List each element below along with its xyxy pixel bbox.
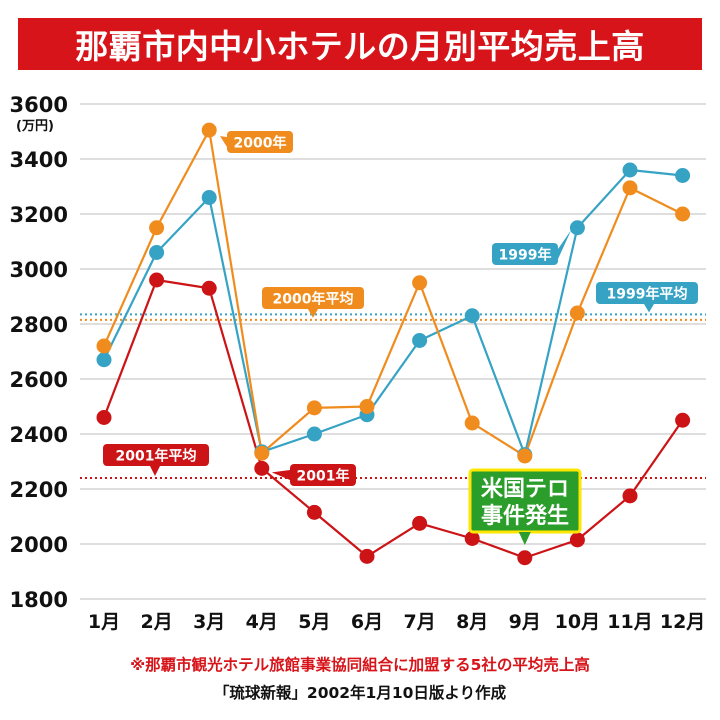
callout-label: 2001年 xyxy=(297,468,350,485)
data-point xyxy=(254,460,270,476)
x-tick-label: 11月 xyxy=(607,611,652,633)
data-point xyxy=(675,206,691,222)
series-line xyxy=(103,168,683,459)
data-point xyxy=(149,220,165,236)
callout-label: 2000年 xyxy=(234,135,287,152)
data-point xyxy=(201,122,217,138)
data-point xyxy=(569,220,585,236)
callout-box xyxy=(290,464,356,486)
data-point xyxy=(675,412,691,428)
footnote-note: ※那覇市観光ホテル旅館事業協同組合に加盟する5社の平均売上高 xyxy=(130,656,590,674)
data-point xyxy=(622,180,638,196)
x-tick-label: 1月 xyxy=(88,611,120,633)
data-point xyxy=(464,415,480,431)
callout-pointer xyxy=(558,229,572,259)
x-tick-label: 6月 xyxy=(351,611,383,633)
callout-label: 2000年平均 xyxy=(273,291,354,308)
y-tick-label: 3400 xyxy=(10,148,68,172)
data-point xyxy=(149,245,165,260)
callout-pointer xyxy=(220,136,227,147)
data-point xyxy=(569,532,585,548)
data-point xyxy=(569,305,585,321)
annotation-label: 米国テロ xyxy=(481,477,569,502)
chart-title: 那覇市内中小ホテルの月別平均売上高 xyxy=(18,18,702,70)
data-point xyxy=(254,445,270,461)
series-tag-2001: 2001年 xyxy=(271,464,356,486)
data-point xyxy=(517,550,533,566)
data-point xyxy=(96,338,112,354)
data-point xyxy=(96,352,112,368)
x-tick-label: 4月 xyxy=(246,611,278,633)
data-point xyxy=(149,272,165,288)
annotation-label: 事件発生 xyxy=(481,503,569,529)
callout-pointer xyxy=(150,466,160,476)
data-point xyxy=(412,333,428,348)
y-tick-label: 2400 xyxy=(10,423,68,447)
data-point xyxy=(464,308,480,324)
data-point xyxy=(306,426,322,442)
y-tick-label: 3000 xyxy=(10,258,68,282)
callout-label: 1999年 xyxy=(499,247,552,264)
data-point xyxy=(359,548,375,564)
data-point xyxy=(201,190,217,205)
y-tick-label: 2800 xyxy=(10,313,68,337)
callout-box xyxy=(492,243,558,265)
callout-pointer xyxy=(271,470,290,480)
data-point xyxy=(622,488,638,504)
callout-box xyxy=(262,287,364,309)
callout-box xyxy=(227,131,293,153)
average-tag-1999: 1999年平均 xyxy=(596,282,698,313)
y-tick-label: 2200 xyxy=(10,478,68,502)
data-point xyxy=(201,280,217,296)
data-point xyxy=(622,162,638,178)
data-point xyxy=(306,504,322,520)
average-tag-2000: 2000年平均 xyxy=(262,287,364,318)
data-point xyxy=(96,410,112,425)
series-line xyxy=(102,126,684,458)
x-tick-label: 9月 xyxy=(509,611,541,633)
data-point xyxy=(517,448,533,464)
callout-box xyxy=(596,282,698,304)
callout-pointer xyxy=(308,309,318,318)
callout-label: 1999年平均 xyxy=(607,286,688,303)
series-tag-1999: 1999年 xyxy=(492,229,572,265)
y-tick-label: 2600 xyxy=(10,368,68,392)
annotation-pointer xyxy=(518,532,531,545)
y-tick-label: 3600 xyxy=(10,93,68,117)
y-tick-label: 3200 xyxy=(10,203,68,227)
x-tick-label: 8月 xyxy=(456,611,488,633)
data-point xyxy=(412,515,428,531)
x-tick-label: 2月 xyxy=(140,611,172,633)
y-tick-label: 1800 xyxy=(10,588,68,612)
data-point xyxy=(675,168,691,183)
x-tick-label: 7月 xyxy=(403,611,435,633)
callout-box xyxy=(103,444,209,466)
x-tick-label: 5月 xyxy=(298,611,330,633)
x-tick-label: 10月 xyxy=(555,611,600,633)
y-tick-label: 2000 xyxy=(10,533,68,557)
data-point xyxy=(359,399,375,414)
data-point xyxy=(412,275,428,291)
callout-pointer xyxy=(644,304,654,313)
series-line xyxy=(102,278,684,559)
data-point xyxy=(464,531,480,546)
y-axis-unit: (万円) xyxy=(16,119,54,134)
x-tick-label: 3月 xyxy=(193,611,225,633)
x-tick-label: 12月 xyxy=(660,611,705,633)
footnote-source: 「琉球新報」2002年1月10日版より作成 xyxy=(213,684,507,702)
callout-label: 2001年平均 xyxy=(116,448,197,465)
average-tag-2001: 2001年平均 xyxy=(103,444,209,476)
series-tag-2000: 2000年 xyxy=(220,131,293,153)
data-point xyxy=(306,400,322,416)
